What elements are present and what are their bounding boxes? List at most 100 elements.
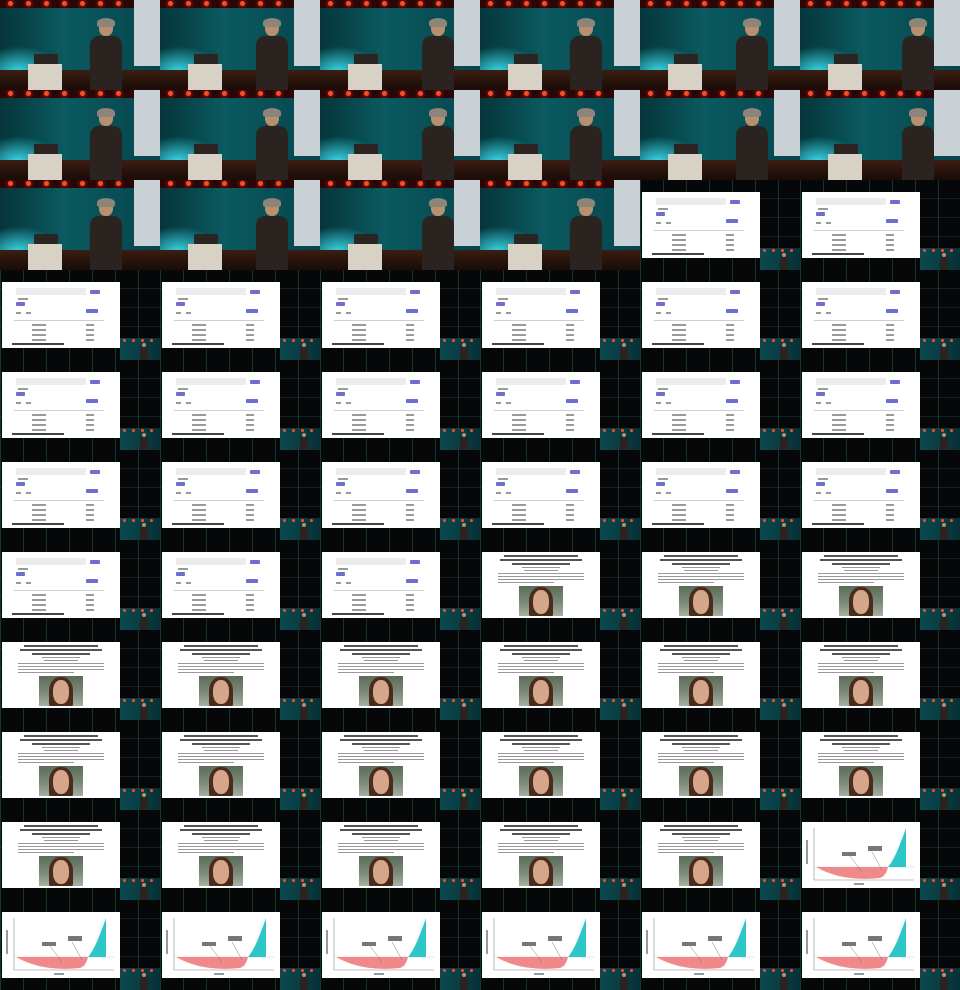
inset-light xyxy=(310,519,313,522)
stage-light xyxy=(204,181,209,186)
inset-light xyxy=(283,879,286,882)
form-cell xyxy=(566,339,574,341)
speaker-hair xyxy=(909,18,927,27)
title-line xyxy=(824,555,898,557)
frame-form xyxy=(640,180,800,270)
speaker-hair xyxy=(97,18,115,27)
speaker-inset xyxy=(120,788,160,810)
form-cell xyxy=(32,514,46,516)
inset-light xyxy=(772,969,775,972)
portrait-face xyxy=(693,770,709,794)
byline xyxy=(524,660,558,661)
laptop-icon xyxy=(674,54,698,64)
stage-light xyxy=(364,91,369,96)
portrait-photo xyxy=(839,586,883,616)
inset-light xyxy=(150,789,153,792)
body-text-line xyxy=(18,759,104,760)
form-button xyxy=(730,380,740,384)
y-axis-title xyxy=(646,930,648,954)
form-cell xyxy=(192,324,206,326)
form-button xyxy=(250,380,260,384)
inset-light xyxy=(781,699,784,702)
x-axis-title xyxy=(854,883,864,885)
stage-light xyxy=(702,1,707,6)
byline xyxy=(682,747,720,748)
form-button xyxy=(336,572,345,576)
form-cell xyxy=(32,324,46,326)
title-line xyxy=(672,563,730,565)
form-row-line xyxy=(814,320,904,321)
frame-article xyxy=(160,810,320,900)
form-button xyxy=(410,290,420,294)
inset-speaker-head xyxy=(622,883,626,887)
podium xyxy=(508,154,542,180)
y-axis-title xyxy=(6,930,8,954)
stage-light xyxy=(756,91,761,96)
form-cell xyxy=(566,329,574,331)
form-cell xyxy=(32,509,46,511)
inset-speaker-head xyxy=(142,973,146,977)
form-label xyxy=(18,298,28,300)
inset-light xyxy=(443,699,446,702)
inset-speaker-body xyxy=(620,976,628,990)
form-header-bar xyxy=(336,378,406,385)
inset-light xyxy=(923,609,926,612)
byline xyxy=(842,747,880,748)
form-header-bar xyxy=(16,378,86,385)
form-cell xyxy=(886,329,894,331)
inset-speaker-body xyxy=(460,976,468,990)
form-url-text xyxy=(492,343,544,345)
stage-light xyxy=(400,1,405,6)
speaker-inset xyxy=(920,518,960,540)
title-line xyxy=(32,833,90,835)
inset-light xyxy=(603,339,606,342)
stage-light xyxy=(756,1,761,6)
form-cell xyxy=(886,429,894,431)
form-label xyxy=(336,402,341,404)
stage-light xyxy=(844,91,849,96)
form-label xyxy=(658,478,668,480)
byline xyxy=(524,840,558,841)
form-label xyxy=(498,478,508,480)
speaker xyxy=(566,20,604,90)
form-cell xyxy=(246,329,254,331)
frame-chart xyxy=(640,900,800,990)
stage-light xyxy=(240,91,245,96)
form-cell xyxy=(32,339,46,341)
byline xyxy=(524,750,558,751)
inset-light xyxy=(310,969,313,972)
inset-light xyxy=(923,519,926,522)
speaker xyxy=(86,20,124,90)
speaker-inset xyxy=(760,878,800,900)
speaker-hair xyxy=(743,108,761,117)
form-button xyxy=(90,380,100,384)
form-button xyxy=(86,489,98,493)
form-cell xyxy=(512,324,526,326)
inset-light xyxy=(132,969,135,972)
speaker-inset xyxy=(600,428,640,450)
form-button xyxy=(406,399,418,403)
inset-light xyxy=(461,339,464,342)
form-row-line xyxy=(334,590,424,591)
byline xyxy=(842,657,880,658)
speaker-inset xyxy=(600,788,640,810)
inset-light xyxy=(123,339,126,342)
inset-light xyxy=(941,519,944,522)
byline xyxy=(364,660,398,661)
frame-article xyxy=(640,810,800,900)
form-url-text xyxy=(652,343,704,345)
form-cell xyxy=(672,519,686,521)
body-text-line xyxy=(658,582,714,583)
form-label xyxy=(178,388,188,390)
speaker-inset xyxy=(120,698,160,720)
form-label xyxy=(178,568,188,570)
title-line xyxy=(180,649,262,651)
form-label xyxy=(498,388,508,390)
speaker-body xyxy=(736,36,768,90)
body-text-line xyxy=(178,759,264,760)
form-header-bar xyxy=(816,378,886,385)
portrait-face xyxy=(693,590,709,614)
inset-light xyxy=(292,609,295,612)
form-button xyxy=(86,399,98,403)
portrait-face xyxy=(373,770,389,794)
